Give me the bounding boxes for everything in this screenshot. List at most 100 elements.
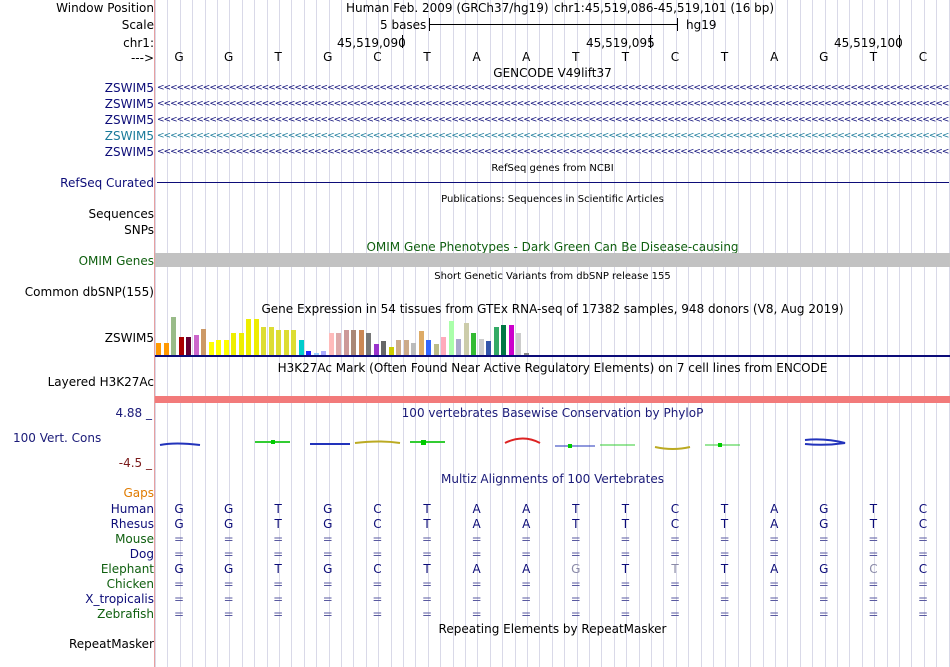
multiz-track-title[interactable]: Multiz Alignments of 100 Vertebrates	[440, 472, 665, 486]
gtex-tissue-bar[interactable]	[373, 344, 379, 355]
gencode-gene-feature[interactable]: <<<<<<<<<<<<<<<<<<<<<<<<<<<<<<<<<<<<<<<<…	[157, 131, 949, 141]
alignment-base: =	[818, 532, 829, 546]
gtex-tissue-bar[interactable]	[223, 340, 229, 355]
gencode-gene-label[interactable]: ZSWIM5	[104, 113, 154, 127]
species-label[interactable]: Zebrafish	[97, 607, 154, 621]
gtex-tissue-bar[interactable]	[193, 335, 199, 355]
gtex-tissue-bar[interactable]	[493, 327, 499, 355]
gtex-tissue-bar[interactable]	[508, 325, 514, 355]
gtex-tissue-bar[interactable]	[276, 330, 281, 355]
gtex-tissue-bar[interactable]	[163, 343, 169, 355]
gtex-tissue-bar[interactable]	[403, 340, 409, 355]
omim-track-label[interactable]: OMIM Genes	[78, 254, 154, 268]
species-label[interactable]: Elephant	[100, 562, 154, 576]
gtex-tissue-bar[interactable]	[418, 331, 424, 355]
gridline	[155, 0, 156, 667]
refseq-track-title[interactable]: RefSeq genes from NCBI	[491, 163, 614, 174]
gtex-tissue-bar[interactable]	[261, 327, 266, 355]
gtex-tissue-bar[interactable]	[186, 337, 191, 355]
gencode-gene-label[interactable]: ZSWIM5	[104, 97, 154, 111]
gtex-tissue-bar[interactable]	[201, 329, 206, 355]
window-coordinates[interactable]: chr1:45,519,086-45,519,101 (16 bp)	[554, 1, 775, 15]
gtex-tissue-bar[interactable]	[268, 327, 274, 355]
gencode-gene-feature[interactable]: <<<<<<<<<<<<<<<<<<<<<<<<<<<<<<<<<<<<<<<<…	[157, 99, 949, 109]
gencode-gene-feature[interactable]: <<<<<<<<<<<<<<<<<<<<<<<<<<<<<<<<<<<<<<<<…	[157, 147, 949, 157]
publications-sequences-label[interactable]: Sequences	[88, 207, 154, 221]
gencode-track-title[interactable]: GENCODE V49lift37	[493, 66, 612, 80]
gtex-tissue-bar[interactable]	[298, 340, 304, 355]
h3k27ac-signal[interactable]	[155, 396, 950, 403]
phylop-track-label[interactable]: 100 Vert. Cons	[13, 431, 102, 445]
gtex-tissue-bar[interactable]	[313, 353, 319, 355]
omim-track-title[interactable]: OMIM Gene Phenotypes - Dark Green Can Be…	[366, 240, 739, 254]
phylop-track-title[interactable]: 100 vertebrates Basewise Conservation by…	[401, 406, 704, 420]
phylop-wiggle[interactable]	[155, 430, 950, 460]
gtex-tissue-bar[interactable]	[366, 333, 371, 355]
gtex-tissue-bar[interactable]	[171, 317, 176, 355]
gtex-tissue-bar[interactable]	[238, 333, 244, 355]
repeatmasker-track-title[interactable]: Repeating Elements by RepeatMasker	[438, 622, 667, 636]
gtex-tissue-bar[interactable]	[433, 344, 439, 355]
gencode-gene-label[interactable]: ZSWIM5	[104, 129, 154, 143]
species-label[interactable]: Mouse	[115, 532, 154, 546]
h3k27ac-track-title[interactable]: H3K27Ac Mark (Often Found Near Active Re…	[277, 361, 828, 375]
gtex-tissue-bar[interactable]	[156, 343, 161, 355]
gtex-tissue-bar[interactable]	[246, 319, 251, 355]
gtex-tissue-bar[interactable]	[441, 337, 446, 355]
species-label[interactable]: Chicken	[106, 577, 154, 591]
publications-snps-label[interactable]: SNPs	[124, 223, 154, 237]
gridline	[862, 0, 863, 667]
refseq-gene-line[interactable]	[157, 182, 949, 183]
gtex-tissue-bar[interactable]	[231, 333, 236, 355]
gtex-tissue-bar[interactable]	[426, 340, 431, 355]
gtex-tissue-bar[interactable]	[463, 323, 469, 355]
gtex-tissue-bar[interactable]	[336, 333, 341, 355]
gtex-tissue-bar[interactable]	[306, 351, 311, 355]
refseq-track-label[interactable]: RefSeq Curated	[60, 176, 154, 190]
gtex-tissue-bar[interactable]	[216, 340, 221, 355]
gencode-gene-label[interactable]: ZSWIM5	[104, 145, 154, 159]
gtex-tissue-bar[interactable]	[328, 333, 334, 355]
gtex-tissue-bar[interactable]	[321, 351, 326, 355]
publications-track-title[interactable]: Publications: Sequences in Scientific Ar…	[441, 194, 664, 205]
gtex-tissue-bar[interactable]	[351, 330, 356, 355]
gtex-gene-line	[155, 355, 950, 357]
gtex-tissue-bar[interactable]	[208, 342, 214, 355]
gtex-tissue-bar[interactable]	[283, 330, 289, 355]
gtex-tissue-bar[interactable]	[411, 343, 416, 355]
species-label[interactable]: Rhesus	[110, 517, 154, 531]
gtex-tissue-bar[interactable]	[343, 330, 349, 355]
gtex-tissue-bar[interactable]	[516, 333, 521, 355]
gencode-gene-feature[interactable]: <<<<<<<<<<<<<<<<<<<<<<<<<<<<<<<<<<<<<<<<…	[157, 83, 949, 93]
h3k27ac-track-label[interactable]: Layered H3K27Ac	[47, 375, 154, 389]
gtex-tissue-bar[interactable]	[396, 340, 401, 355]
gtex-tissue-bar[interactable]	[253, 319, 259, 355]
gencode-gene-label[interactable]: ZSWIM5	[104, 81, 154, 95]
gtex-tissue-bar[interactable]	[456, 339, 461, 355]
gtex-tissue-bar[interactable]	[178, 337, 184, 355]
gtex-bar-chart[interactable]	[155, 310, 950, 355]
gtex-tissue-bar[interactable]	[358, 330, 364, 355]
gtex-tissue-bar[interactable]	[388, 347, 394, 355]
gtex-track-title[interactable]: Gene Expression in 54 tissues from GTEx …	[261, 302, 844, 316]
dbsnp-track-label[interactable]: Common dbSNP(155)	[24, 285, 154, 299]
omim-feature-bar[interactable]	[155, 253, 950, 267]
gtex-tissue-bar[interactable]	[471, 333, 476, 355]
phylop-shape	[159, 442, 201, 446]
gtex-track-label[interactable]: ZSWIM5	[104, 331, 154, 345]
species-label[interactable]: X_tropicalis	[85, 592, 154, 606]
species-label[interactable]: Human	[110, 502, 154, 516]
gtex-tissue-bar[interactable]	[486, 341, 491, 355]
dbsnp-track-title[interactable]: Short Genetic Variants from dbSNP releas…	[434, 271, 671, 282]
gtex-tissue-bar[interactable]	[448, 321, 454, 355]
gtex-tissue-bar[interactable]	[501, 325, 506, 355]
species-label[interactable]: Dog	[129, 547, 154, 561]
gtex-tissue-bar[interactable]	[291, 330, 296, 355]
gencode-gene-feature[interactable]: <<<<<<<<<<<<<<<<<<<<<<<<<<<<<<<<<<<<<<<<…	[157, 115, 949, 125]
gtex-tissue-bar[interactable]	[523, 353, 529, 355]
alignment-base: =	[223, 577, 234, 591]
gtex-tissue-bar[interactable]	[381, 341, 386, 355]
gtex-tissue-bar[interactable]	[478, 339, 484, 355]
repeatmasker-track-label[interactable]: RepeatMasker	[68, 637, 154, 651]
